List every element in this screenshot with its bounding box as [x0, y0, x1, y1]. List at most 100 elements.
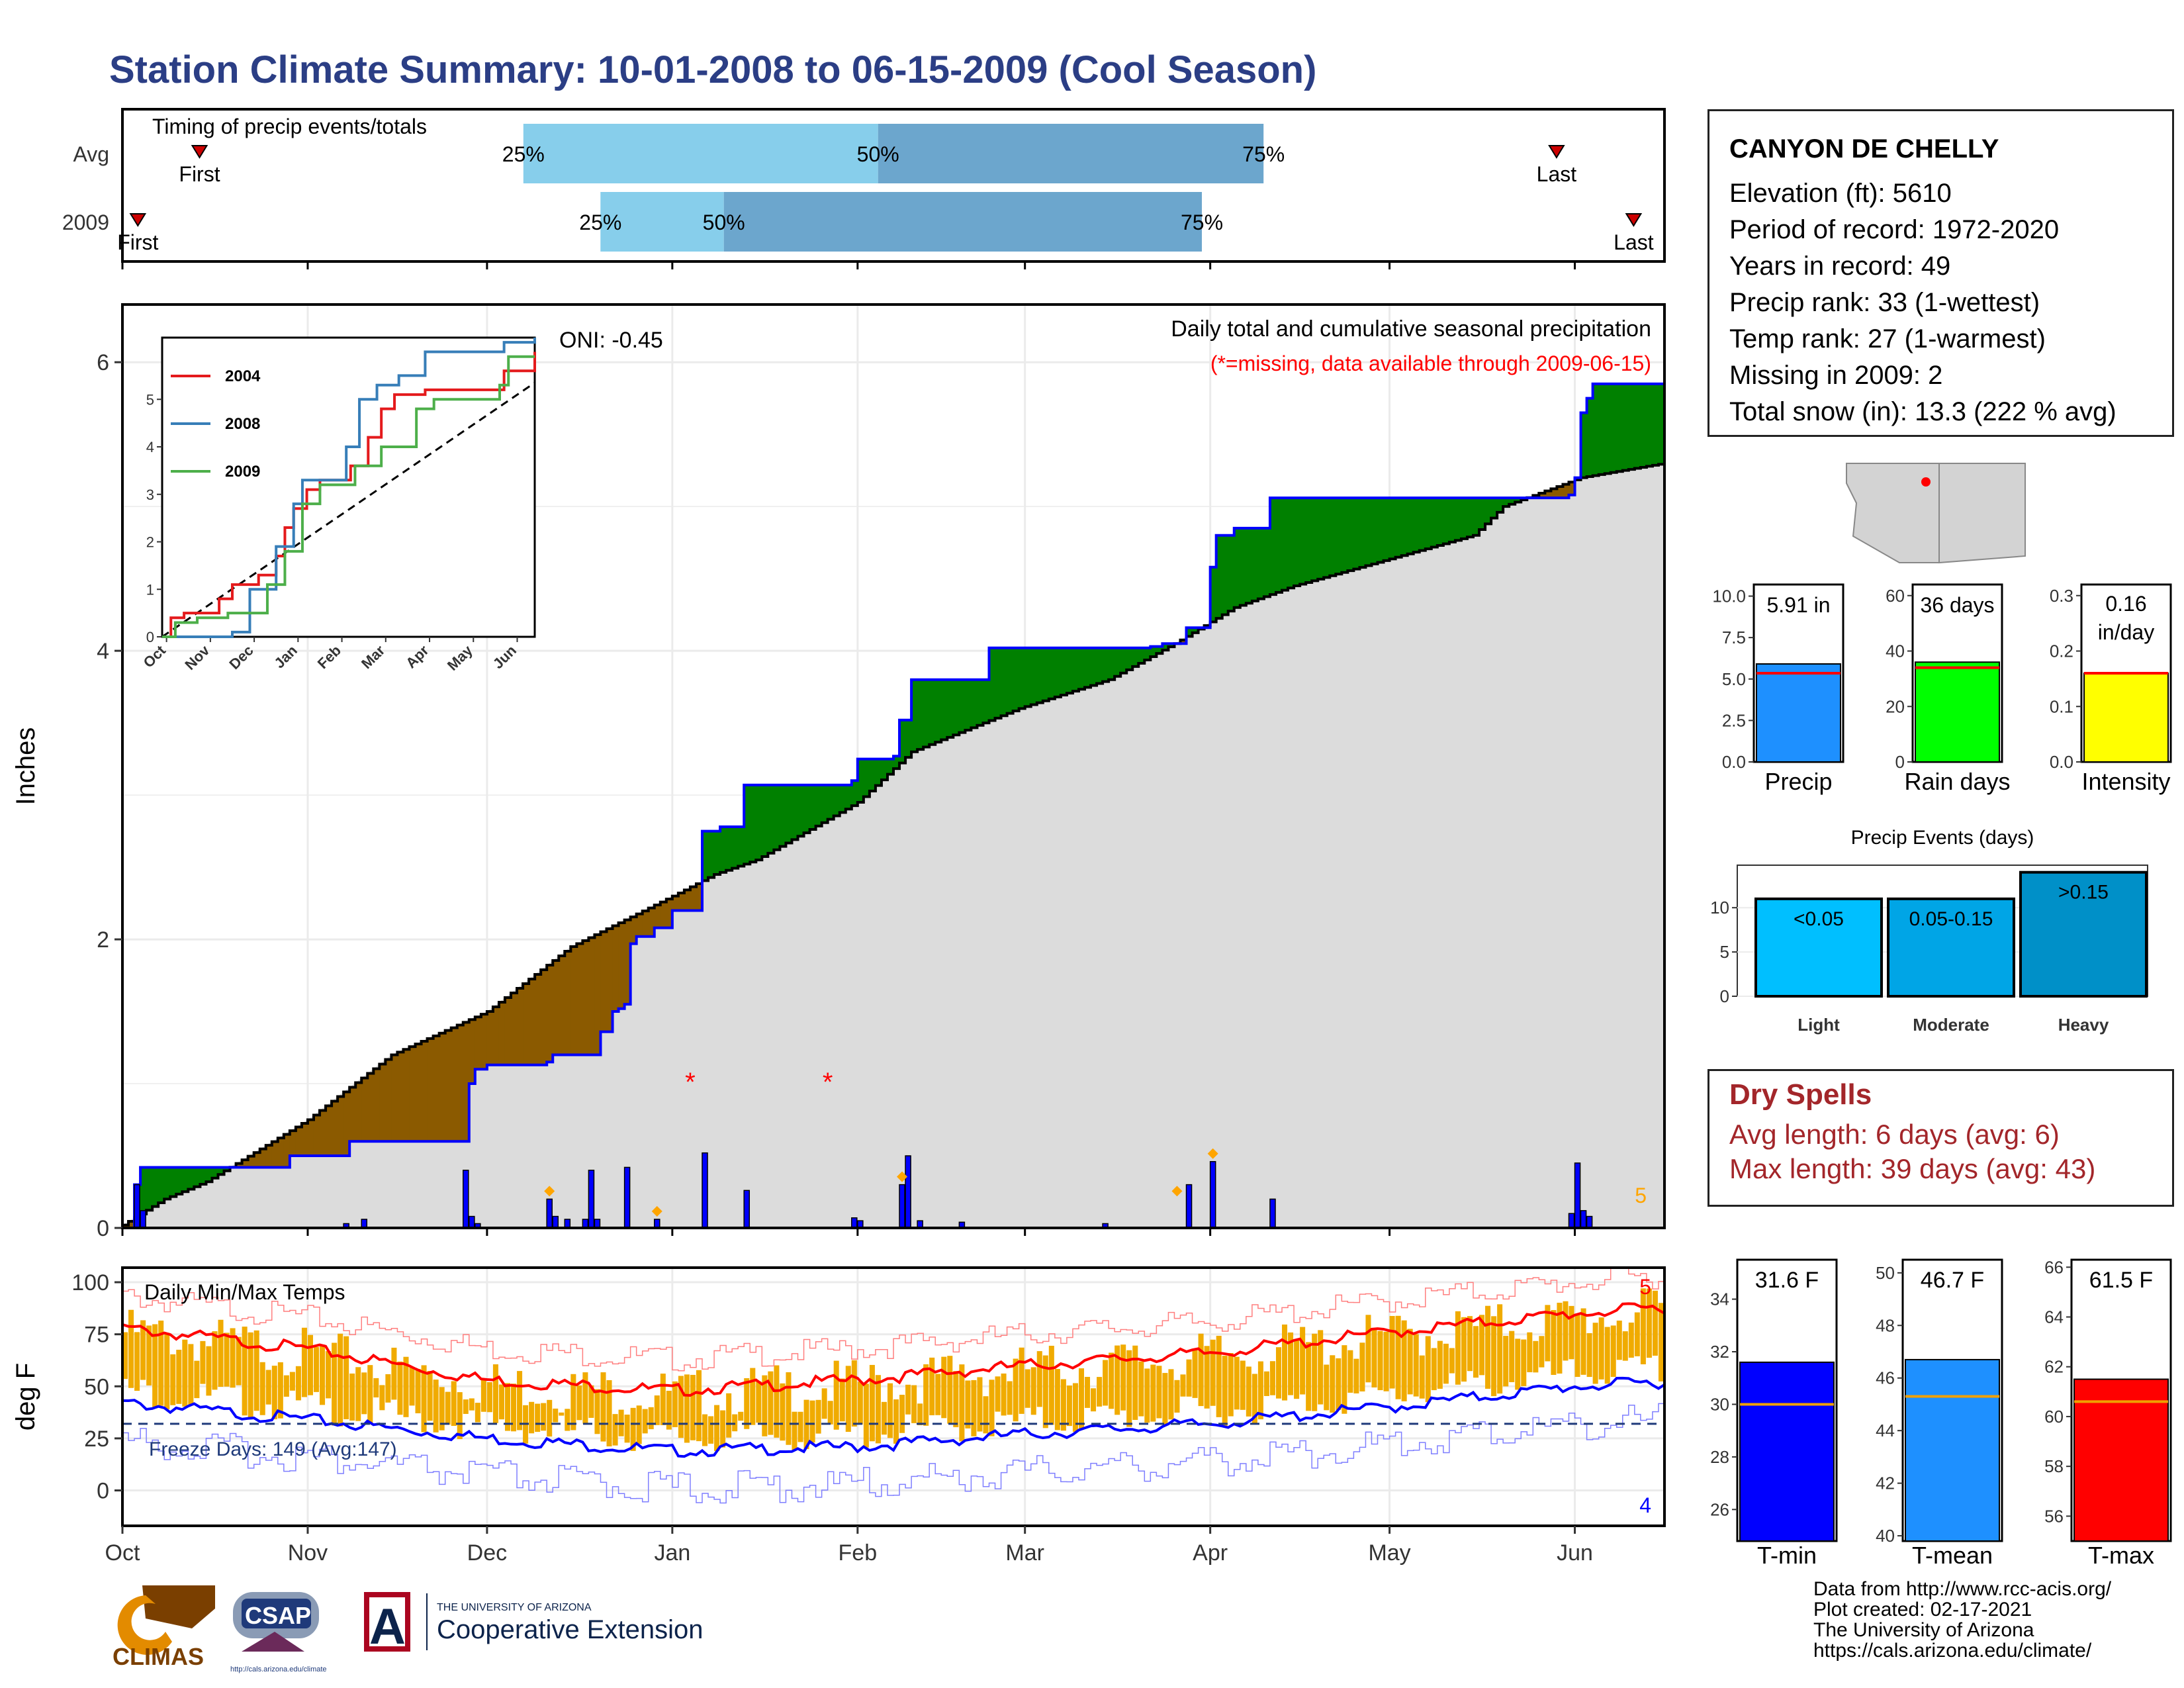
above-avg-fill — [786, 784, 793, 843]
temp-frame — [121, 1266, 1666, 1527]
above-avg-fill — [1115, 647, 1121, 677]
above-avg-fill — [1509, 498, 1516, 504]
daily-temp-bar — [660, 1374, 666, 1425]
station-line: Missing in 2009: 2 — [1729, 361, 1943, 390]
below-avg-fill — [678, 893, 685, 911]
daily-temp-bar — [152, 1324, 158, 1409]
mini-bar-y-tick-label: 0.3 — [2050, 586, 2073, 606]
daily-temp-bar — [1347, 1350, 1353, 1393]
daily-temp-bar — [1078, 1368, 1084, 1429]
daily-temp-bar — [1251, 1374, 1257, 1424]
daily-temp-bar — [1342, 1345, 1347, 1414]
credit-line: The University of Arizona — [1813, 1619, 2034, 1641]
dry-spells-avg: Avg length: 6 days (avg: 6) — [1729, 1119, 2060, 1150]
above-avg-fill — [1042, 647, 1050, 701]
daily-temp-bar — [768, 1371, 774, 1435]
daily-temp-bar — [457, 1392, 463, 1440]
daily-precip-bar — [1209, 1160, 1216, 1229]
daily-temp-bar — [821, 1388, 827, 1419]
above-avg-fill — [1610, 383, 1617, 473]
daily-temp-bar — [236, 1336, 242, 1385]
timing-last-label: Last — [1614, 230, 1654, 254]
inset-legend-label: 2009 — [225, 463, 260, 481]
daily-temp-bar — [570, 1374, 576, 1430]
daily-temp-bar — [517, 1371, 523, 1430]
daily-temp-bar — [421, 1365, 427, 1432]
above-avg-fill — [158, 1167, 165, 1203]
above-avg-fill — [959, 679, 966, 733]
above-avg-fill — [200, 1167, 207, 1184]
daily-temp-bar — [1515, 1338, 1521, 1390]
below-avg-fill — [271, 1141, 279, 1168]
below-avg-fill — [559, 955, 566, 1055]
below-avg-fill — [1557, 486, 1564, 498]
daily-temp-bar — [827, 1401, 833, 1425]
daily-temp-bar — [480, 1379, 486, 1412]
avg-max-line — [122, 1302, 1665, 1397]
daily-temp-bar — [164, 1333, 170, 1410]
mini-bar-name: T-max — [2088, 1542, 2154, 1569]
daily-temp-bar — [1521, 1339, 1527, 1387]
above-avg-fill — [839, 784, 846, 813]
daily-temp-bar — [983, 1396, 989, 1434]
month-label: Jun — [1557, 1540, 1593, 1566]
above-avg-fill — [1138, 647, 1146, 663]
avg-cumulative-line — [122, 463, 1666, 1227]
above-avg-fill — [1186, 628, 1193, 637]
credit-line: Data from http://www.rcc-acis.org/ — [1813, 1578, 2112, 1600]
daily-temp-bar — [439, 1387, 445, 1430]
above-avg-fill — [1371, 498, 1379, 564]
below-avg-fill — [445, 1030, 452, 1142]
daily-temp-bar — [259, 1362, 265, 1415]
daily-temp-bar — [732, 1414, 738, 1432]
daily-temp-bar — [248, 1332, 253, 1418]
above-avg-fill — [1330, 498, 1337, 576]
above-avg-fill — [1515, 498, 1522, 502]
above-avg-fill — [218, 1167, 225, 1175]
mini-bar-y-tick-label: 0.2 — [2050, 641, 2073, 661]
events-bar — [1887, 897, 2015, 998]
station-line: Elevation (ft): 5610 — [1729, 179, 1952, 208]
below-avg-fill — [498, 1002, 506, 1065]
above-avg-fill — [708, 831, 715, 878]
daily-temp-bar — [206, 1346, 212, 1396]
daily-temp-bar — [313, 1346, 320, 1392]
above-avg-fill — [1407, 498, 1414, 554]
daily-precip-bar — [546, 1198, 553, 1229]
mini-bar-value — [2083, 673, 2169, 763]
daily-temp-bar — [953, 1371, 959, 1428]
above-avg-fill — [140, 1167, 147, 1214]
below-avg-fill — [1551, 489, 1558, 498]
above-avg-fill — [1126, 647, 1134, 670]
daily-temp-bar — [929, 1357, 935, 1415]
mini-bar-y-tick-label: 7.5 — [1722, 628, 1746, 647]
below-avg-fill — [259, 1149, 267, 1168]
above-avg-fill — [1222, 535, 1229, 615]
above-avg-fill — [780, 784, 787, 847]
above-avg-fill — [1491, 498, 1498, 518]
above-avg-fill — [206, 1167, 213, 1182]
daily-temp-bar — [744, 1378, 750, 1429]
daily-temp-bar — [1563, 1301, 1569, 1361]
above-avg-fill — [1275, 498, 1283, 592]
timing-pct-label: 75% — [1242, 142, 1285, 166]
daily-temp-bar — [786, 1372, 792, 1445]
mini-bar-y-tick-label: 64 — [2044, 1307, 2064, 1327]
above-avg-fill — [702, 831, 709, 881]
above-avg-fill — [1383, 498, 1390, 561]
mini-bar-y-tick-label: 40 — [1886, 641, 1905, 661]
above-avg-fill — [1437, 498, 1444, 546]
above-avg-fill — [1306, 498, 1312, 583]
daily-temp-bar — [1060, 1379, 1066, 1431]
below-avg-fill — [242, 1160, 249, 1168]
above-avg-fill — [1257, 528, 1265, 599]
above-avg-fill — [1401, 498, 1408, 556]
station-line: Total snow (in): 13.3 (222 % avg) — [1729, 397, 2116, 426]
daily-temp-bar — [332, 1342, 338, 1426]
snow-marker — [651, 1205, 662, 1217]
above-avg-fill — [1019, 647, 1026, 709]
below-avg-fill — [415, 1044, 422, 1142]
events-bar-label: >0.15 — [2058, 882, 2109, 904]
below-avg-fill — [469, 1019, 476, 1084]
daily-temp-bar — [1228, 1353, 1234, 1417]
